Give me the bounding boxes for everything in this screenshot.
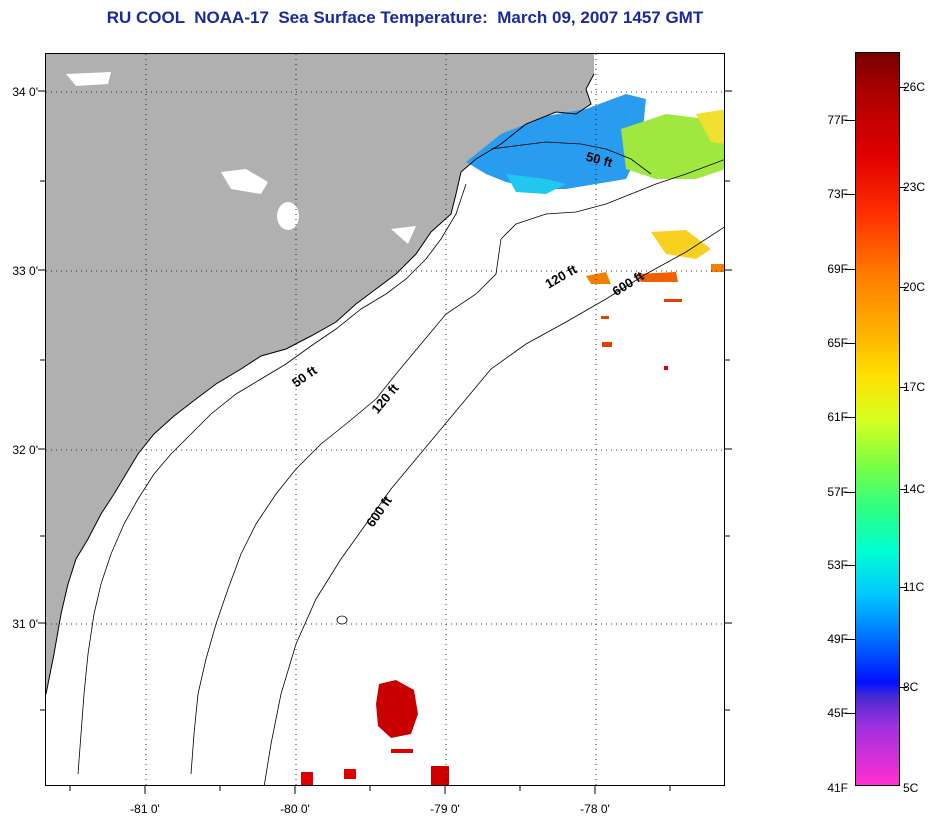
colorbar-f-label: 41F [827, 781, 848, 795]
contour-600ft [263, 226, 724, 785]
colorbar-c-label: 11C [903, 580, 925, 594]
colorbar-tick [845, 713, 855, 714]
colorbar-f-label: 77F [827, 113, 848, 127]
sst-map-canvas [46, 54, 724, 785]
sst-patch-darkred [376, 680, 418, 738]
colorbar-tick [845, 417, 855, 418]
contour-50ft [77, 141, 652, 775]
colorbar-c-label: 26C [903, 80, 926, 94]
colorbar-f-label: 65F [827, 336, 848, 350]
colorbar-f-label: 49F [827, 632, 848, 646]
temperature-colorbar [855, 52, 900, 786]
colorbar-tick [899, 87, 907, 88]
colorbar-c-label: 5C [903, 781, 919, 795]
land-mass [46, 54, 594, 785]
inland-spot [221, 169, 268, 194]
colorbar-tick [845, 343, 855, 344]
colorbar-c-label: 20C [903, 280, 926, 294]
colorbar-c-label: 14C [903, 482, 926, 496]
colorbar-tick [899, 287, 907, 288]
inland-spot [66, 72, 111, 86]
lon-label-81: -81 0' [130, 802, 160, 816]
sst-patch-red [344, 769, 356, 779]
colorbar-tick [899, 587, 907, 588]
colorbar-tick [845, 492, 855, 493]
colorbar-tick [899, 387, 907, 388]
inland-spot [391, 226, 416, 244]
lon-label-78: -78 0' [580, 802, 610, 816]
colorbar-tick [845, 269, 855, 270]
sst-patch-yellow [651, 230, 711, 259]
lon-label-80: -80 0' [280, 802, 310, 816]
sst-patch-yellow [696, 109, 724, 144]
sst-patch-red [431, 766, 449, 785]
colorbar-f-label: 69F [827, 262, 848, 276]
colorbar-f-label: 57F [827, 485, 848, 499]
lat-label-34: 34 0' [12, 85, 38, 99]
coastline [46, 73, 595, 695]
lat-label-32: 32 0' [12, 443, 38, 457]
sst-patch-green [621, 114, 724, 179]
sst-patch-red [391, 749, 413, 753]
colorbar-tick [845, 194, 855, 195]
colorbar-tick [899, 187, 907, 188]
colorbar-f-label: 61F [827, 410, 848, 424]
lat-label-31: 31 0' [12, 617, 38, 631]
colorbar-c-label: 23C [903, 180, 926, 194]
sst-patch-orange [711, 264, 724, 272]
colorbar-c-label: 17C [903, 380, 926, 394]
sst-patch-orange [601, 316, 609, 319]
colorbar-tick [899, 489, 907, 490]
sst-patch-orange [636, 272, 678, 282]
colorbar-tick [899, 687, 907, 688]
sst-patch-red [301, 772, 313, 785]
lat-label-33: 33 0' [12, 264, 38, 278]
sst-patch-red [664, 366, 668, 370]
graticule [46, 54, 724, 785]
inland-spot [277, 202, 299, 230]
colorbar-f-label: 45F [827, 706, 848, 720]
lon-label-79: -79 0' [430, 802, 460, 816]
colorbar-tick [845, 639, 855, 640]
colorbar-tick [845, 565, 855, 566]
colorbar-f-label: 73F [827, 187, 848, 201]
sst-map[interactable]: 50 ft 120 ft 600 ft 50 ft 120 ft 600 ft [45, 53, 725, 786]
colorbar-tick [845, 120, 855, 121]
sst-patch-orange [664, 299, 682, 302]
map-title: RU COOL NOAA-17 Sea Surface Temperature:… [106, 8, 704, 27]
sst-patch-orange [602, 342, 612, 347]
colorbar-f-label: 53F [827, 558, 848, 572]
colorbar-c-label: 8C [903, 680, 919, 694]
sst-patch-cyan [506, 174, 566, 194]
sst-patch-blue [466, 94, 646, 189]
sst-patch-orange [586, 272, 611, 284]
